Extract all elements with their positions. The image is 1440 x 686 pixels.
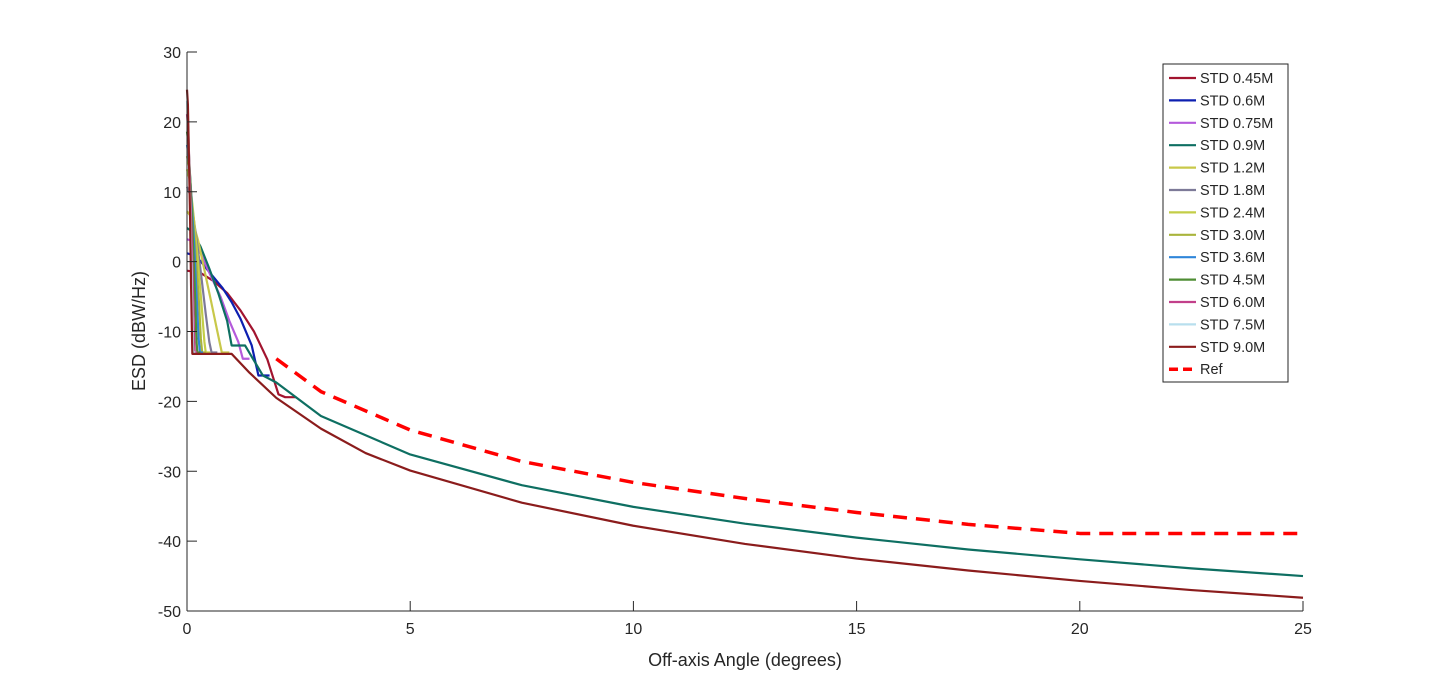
y-tick-label: -30 — [158, 464, 181, 481]
y-axis-label: ESD (dBW/Hz) — [129, 271, 149, 391]
legend-entry-label: STD 4.5M — [1200, 273, 1265, 289]
plot-area — [187, 52, 1303, 611]
series-line-std-9-0m — [185, 89, 1304, 599]
y-tick-label: 30 — [163, 45, 181, 62]
legend-entry-label: STD 2.4M — [1200, 205, 1265, 221]
y-tick-label: 0 — [172, 255, 181, 272]
x-tick-label: 20 — [1071, 621, 1089, 638]
legend-entry-label: STD 6.0M — [1200, 295, 1265, 311]
legend-entry-label: STD 0.75M — [1200, 116, 1273, 132]
legend-entry-label: STD 7.5M — [1200, 317, 1265, 333]
legend: STD 0.45M STD 0.6M STD 0.75M STD 0.9M STD 1.… — [1162, 63, 1289, 383]
legend-entry-label: STD 0.9M — [1200, 138, 1265, 154]
y-tick-label: -10 — [158, 325, 181, 342]
x-tick-label: 10 — [625, 621, 643, 638]
series-line-std-0-45m — [186, 269, 297, 399]
legend-entry-label: STD 0.6M — [1200, 93, 1265, 109]
legend-entry-label: Ref — [1200, 362, 1224, 378]
x-tick-label: 25 — [1294, 621, 1312, 638]
series-line-std-0-9m — [186, 227, 1304, 578]
x-axis-label: Off-axis Angle (degrees) — [648, 650, 842, 670]
legend-entry-label: STD 9.0M — [1200, 340, 1265, 356]
legend-entry-label: STD 1.8M — [1200, 183, 1265, 199]
legend-items: STD 0.45M STD 0.6M STD 0.75M STD 0.9M STD 1.… — [1169, 71, 1273, 378]
y-tick-label: -50 — [158, 604, 181, 621]
y-tick-label: -20 — [158, 394, 181, 411]
legend-entry-label: STD 0.45M — [1200, 71, 1273, 87]
legend-entry-label: STD 3.6M — [1200, 250, 1265, 266]
y-tick-label: -40 — [158, 534, 181, 551]
x-tick-label: 0 — [183, 621, 192, 638]
y-tick-label: 10 — [163, 185, 181, 202]
legend-box — [1162, 63, 1289, 383]
series-line-ref — [275, 357, 1303, 536]
legend-entry-label: STD 1.2M — [1200, 161, 1265, 177]
legend-entry-label: STD 3.0M — [1200, 228, 1265, 244]
ticks-layer: 0 5 10 15 20 25 -50 -40 -30 -20 -10 0 10 20 30 — [158, 45, 1312, 638]
x-tick-label: 5 — [406, 621, 415, 638]
y-tick-label: 20 — [163, 115, 181, 132]
x-tick-label: 15 — [848, 621, 866, 638]
